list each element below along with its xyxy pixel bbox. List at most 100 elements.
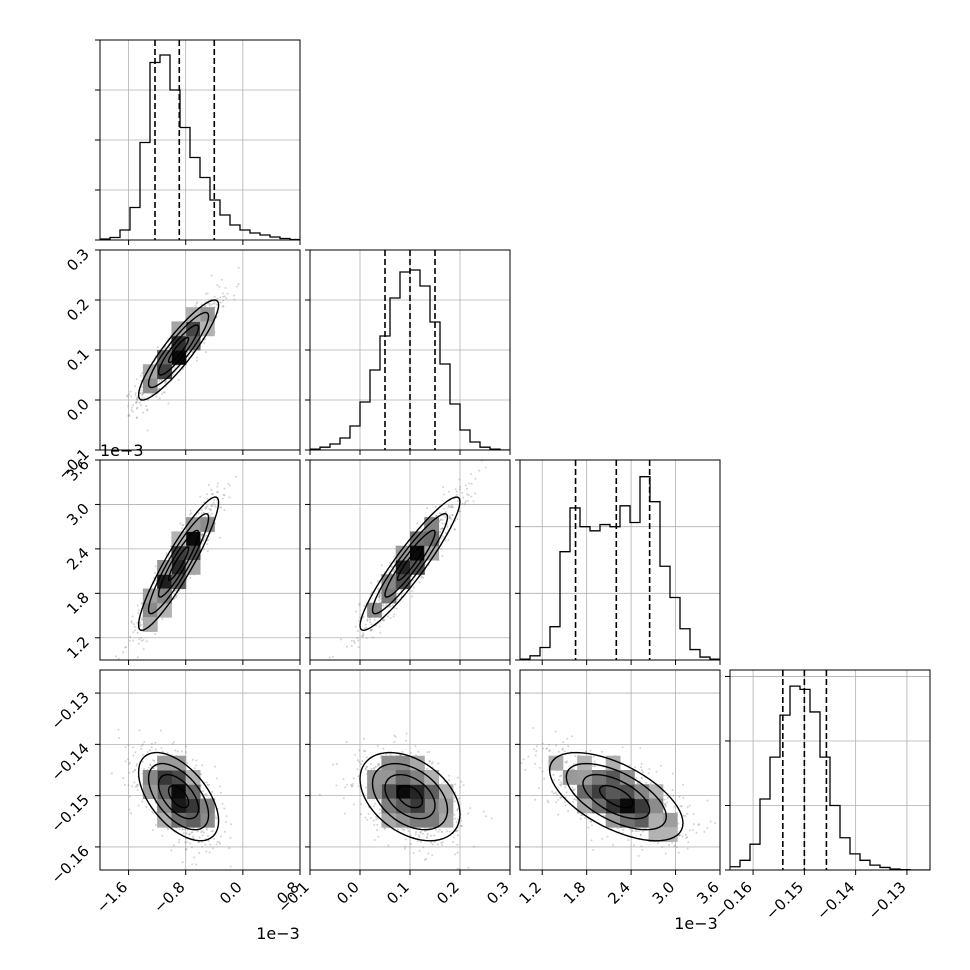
scatter-point xyxy=(343,812,346,815)
scatter-point xyxy=(221,497,224,500)
density-cell xyxy=(185,770,201,785)
scatter-point xyxy=(376,764,379,767)
scatter-point xyxy=(365,765,368,768)
scatter-point xyxy=(424,830,427,833)
scatter-point xyxy=(456,867,459,870)
scatter-point xyxy=(129,795,131,798)
scatter-point xyxy=(427,852,430,855)
scatter-point xyxy=(136,783,138,786)
scatter-point xyxy=(136,631,139,634)
contour-line xyxy=(384,773,436,820)
scatter-point xyxy=(383,827,386,830)
scatter-point xyxy=(365,756,368,759)
scatter-point xyxy=(237,266,240,269)
scatter-point xyxy=(441,519,444,521)
scatter-point xyxy=(174,596,177,599)
scatter-point xyxy=(181,828,184,831)
scatter-point xyxy=(451,504,453,507)
scatter-point xyxy=(136,789,139,792)
scatter-point xyxy=(222,299,224,302)
scatter-point xyxy=(374,802,377,805)
scatter-point xyxy=(216,491,219,494)
scatter-point xyxy=(200,533,203,536)
panel-frame xyxy=(99,249,301,451)
scatter-point xyxy=(135,764,138,767)
scatter-point xyxy=(223,830,226,833)
scatter-point xyxy=(357,620,360,622)
scatter-point xyxy=(145,806,148,808)
scatter-point xyxy=(406,827,409,830)
scatter-point xyxy=(203,342,206,345)
scatter-point xyxy=(142,638,145,641)
scatter-point xyxy=(686,806,689,809)
scatter-point xyxy=(357,785,360,788)
scatter-point xyxy=(416,840,419,843)
scatter-point xyxy=(454,783,457,786)
scatter-point xyxy=(198,836,201,839)
scatter-point xyxy=(222,295,225,298)
scatter-point xyxy=(172,741,175,744)
scatter-point xyxy=(173,844,175,847)
scatter-point xyxy=(185,745,187,748)
scatter-point xyxy=(195,863,198,866)
contour-line xyxy=(167,546,190,582)
scatter-point xyxy=(229,865,232,868)
scatter-point xyxy=(381,619,384,622)
scatter-point xyxy=(215,777,218,780)
scatter-point xyxy=(378,596,381,598)
scatter-point xyxy=(134,385,136,387)
scatter-point xyxy=(591,765,594,768)
scatter-point xyxy=(426,751,429,754)
scatter-point xyxy=(426,835,429,838)
scatter-point xyxy=(369,618,371,621)
contour-line xyxy=(167,785,190,809)
scatter-point xyxy=(470,495,473,498)
scatter-point xyxy=(214,816,217,819)
scatter-point xyxy=(437,830,440,833)
scatter-point xyxy=(426,833,429,836)
scatter-point xyxy=(206,794,209,797)
panel-0-0 xyxy=(95,39,301,245)
scatter-point xyxy=(460,780,463,783)
scatter-point xyxy=(233,298,236,301)
scatter-point xyxy=(189,576,192,579)
scatter-point xyxy=(201,764,204,767)
scatter-point xyxy=(190,831,193,834)
scatter-point xyxy=(378,594,381,597)
scatter-point xyxy=(403,828,406,831)
scatter-point xyxy=(458,488,461,491)
scatter-point xyxy=(139,374,142,377)
scatter-point xyxy=(557,778,560,781)
scatter-point xyxy=(211,493,214,495)
scatter-point xyxy=(331,655,334,658)
scatter-point xyxy=(128,771,131,774)
scatter-point xyxy=(129,635,132,638)
scatter-point xyxy=(401,827,404,830)
scatter-point xyxy=(220,278,223,281)
scatter-point xyxy=(204,351,207,353)
scatter-point xyxy=(206,493,208,496)
scatter-point xyxy=(133,625,136,628)
scatter-point xyxy=(434,505,437,508)
scatter-point xyxy=(412,579,415,582)
scatter-point xyxy=(455,830,458,832)
scatter-point xyxy=(149,749,152,752)
scatter-point xyxy=(219,301,222,304)
scatter-point xyxy=(467,500,470,502)
scatter-point xyxy=(679,834,681,837)
scatter-point xyxy=(205,781,208,784)
scatter-point xyxy=(382,604,385,607)
scatter-point xyxy=(447,505,450,508)
scatter-point xyxy=(215,817,218,820)
scatter-point xyxy=(235,475,238,478)
scatter-point xyxy=(209,843,212,846)
scatter-point xyxy=(183,828,186,831)
scatter-point xyxy=(158,387,161,390)
scatter-point xyxy=(155,824,157,827)
scatter-point xyxy=(132,770,135,773)
scatter-point xyxy=(136,621,139,624)
scatter-point xyxy=(441,841,444,844)
panel-frame xyxy=(99,459,301,661)
scatter-point xyxy=(453,817,456,820)
scatter-point xyxy=(229,836,232,839)
